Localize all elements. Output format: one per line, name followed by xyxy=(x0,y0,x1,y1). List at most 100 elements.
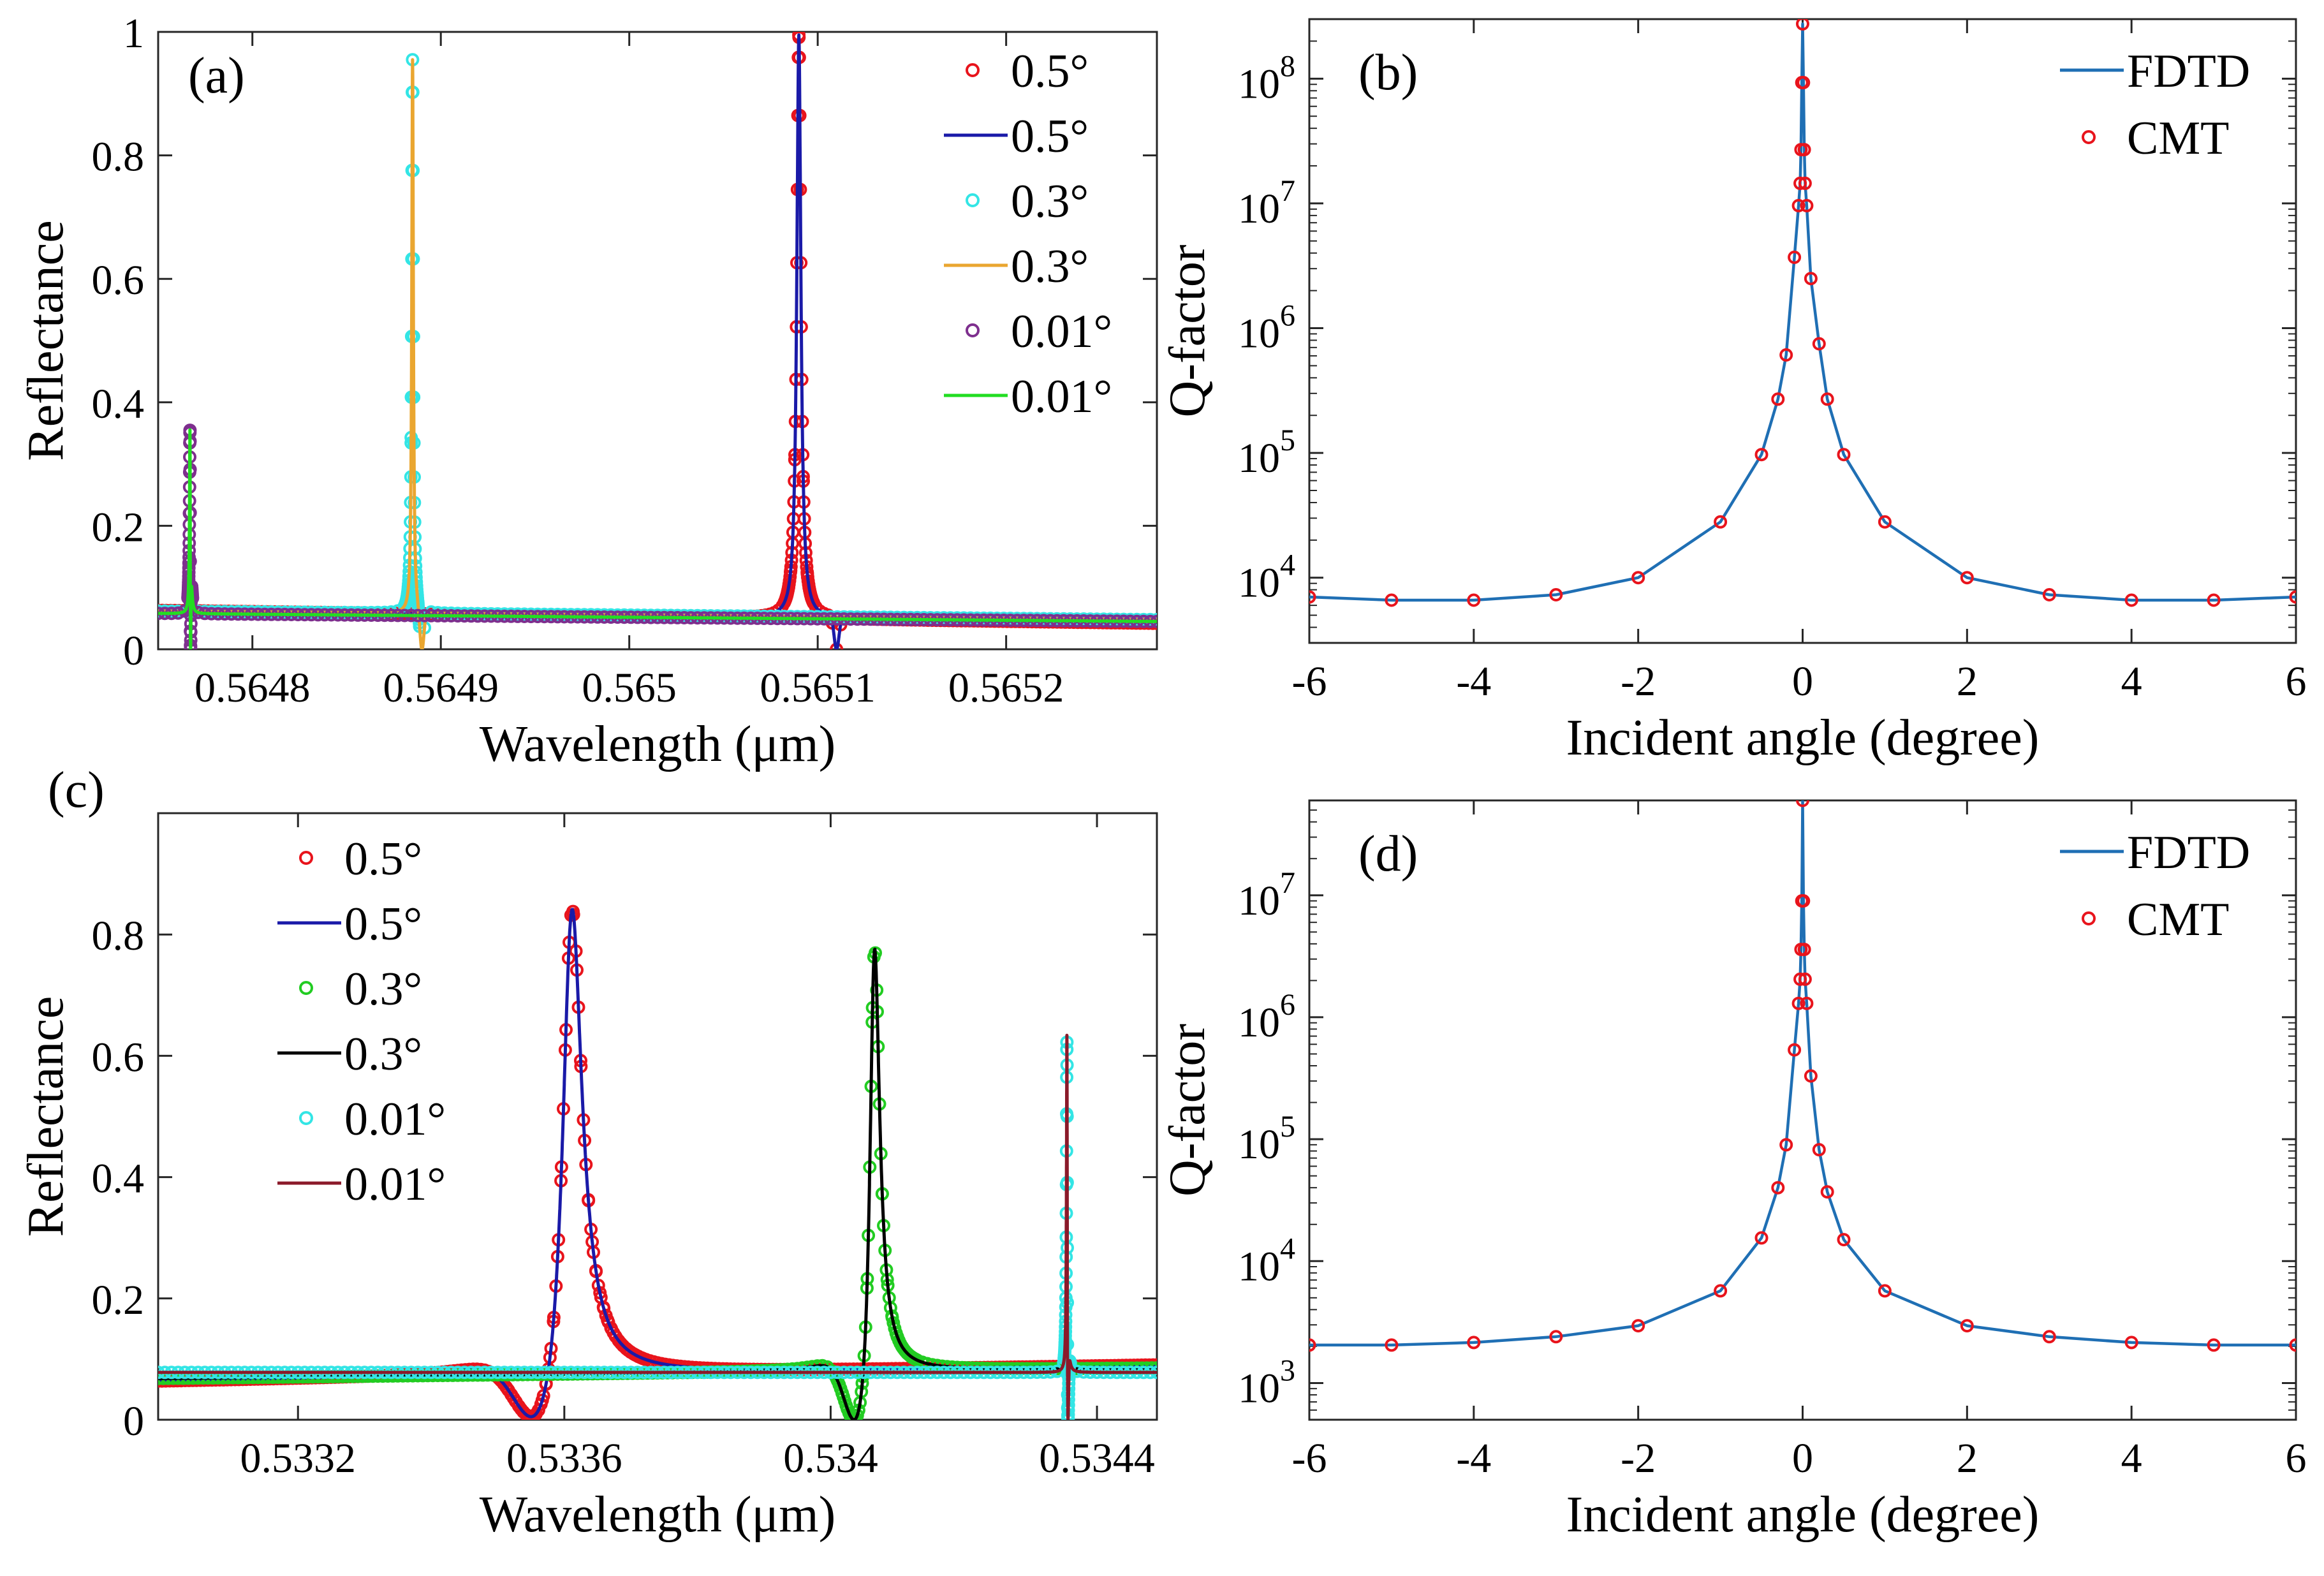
x-axis-label: Incident angle (degree) xyxy=(1566,710,2040,766)
x-tick-label: 0.5336 xyxy=(506,1435,622,1482)
data-point xyxy=(2289,590,2296,604)
data-point xyxy=(2124,1336,2138,1350)
y-tick-label: 105 xyxy=(1238,423,1295,482)
series-3 xyxy=(158,58,1157,649)
y-axis-label: Q-factor xyxy=(1159,1024,1216,1197)
data-point xyxy=(1800,996,1814,1010)
x-tick-label: -6 xyxy=(1292,1435,1327,1482)
y-tick-mantissa: 10 xyxy=(1238,186,1280,232)
data-point xyxy=(1788,1043,1802,1057)
y-tick-mantissa: 10 xyxy=(1238,1121,1280,1168)
x-tick-label: 0.5652 xyxy=(948,665,1064,711)
x-tick-label: -4 xyxy=(1456,1435,1491,1482)
data-point xyxy=(1797,943,1811,957)
data-point xyxy=(1800,198,1814,212)
data-point xyxy=(1714,515,1728,529)
y-tick-mantissa: 10 xyxy=(1238,311,1280,357)
y-tick-label: 103 xyxy=(1238,1353,1295,1411)
legend: 0.5° 0.5° 0.3° 0.3° 0.01° 0.01° xyxy=(944,45,1112,423)
series-line xyxy=(158,1033,1157,1420)
x-axis-label: Wavelength (μm) xyxy=(480,716,835,772)
y-axis-label: Reflectance xyxy=(18,220,74,461)
y-tick-exponent: 8 xyxy=(1280,49,1295,83)
data-point xyxy=(1714,1284,1728,1298)
y-tick-label: 0.4 xyxy=(92,381,145,427)
data-point xyxy=(1837,1233,1851,1247)
legend: FDTD CMT xyxy=(2060,827,2250,946)
legend-label: 0.3° xyxy=(344,963,422,1015)
y-tick-mantissa: 10 xyxy=(1238,560,1280,607)
x-tick-label: 4 xyxy=(2121,658,2142,705)
data-point xyxy=(1754,448,1769,462)
y-tick-label: 0 xyxy=(123,1398,144,1445)
x-axis-label: Wavelength (μm) xyxy=(480,1487,835,1543)
series-line xyxy=(158,58,1157,649)
y-tick-label: 0.6 xyxy=(92,1034,145,1080)
x-tick-label: -6 xyxy=(1292,658,1327,705)
data-point xyxy=(1796,800,1809,807)
data-point xyxy=(1467,593,1481,607)
data-point xyxy=(1796,19,1809,31)
data-point xyxy=(1631,1319,1645,1333)
y-tick-exponent: 4 xyxy=(1280,1232,1295,1265)
data-point xyxy=(1797,894,1811,908)
data-point xyxy=(1878,1284,1892,1298)
legend-label: 0.01° xyxy=(344,1093,446,1145)
data-point xyxy=(1837,448,1851,462)
series-5 xyxy=(158,428,1157,649)
data-point xyxy=(1798,176,1812,190)
legend: FDTD CMT xyxy=(2060,45,2250,165)
x-tick-label: 0.5648 xyxy=(195,665,311,711)
legend-label: 0.3° xyxy=(1011,175,1089,228)
data-point xyxy=(1798,972,1812,986)
series-line xyxy=(158,33,1157,649)
y-tick-label: 0.4 xyxy=(92,1156,145,1202)
series-1 xyxy=(1309,19,2296,607)
series-2 xyxy=(158,946,1157,1420)
data-point xyxy=(1309,1338,1316,1352)
y-tick-label: 0.8 xyxy=(92,134,145,180)
data-point xyxy=(1812,337,1826,351)
legend-label: FDTD xyxy=(2127,45,2250,98)
data-point xyxy=(1797,76,1811,89)
x-tick-label: 0.5649 xyxy=(383,665,499,711)
legend-swatch-marker xyxy=(299,851,313,865)
data-point xyxy=(2124,593,2138,607)
axes-box xyxy=(157,812,1158,1421)
data-point xyxy=(1960,1319,1974,1333)
data-point xyxy=(1309,590,1316,604)
data-point xyxy=(1812,1143,1826,1157)
legend-label: 0.3° xyxy=(1011,240,1089,293)
legend-label: 0.3° xyxy=(344,1028,422,1080)
legend-label: FDTD xyxy=(2127,827,2250,879)
x-tick-label: 0 xyxy=(1792,1435,1813,1482)
legend: 0.5° 0.5° 0.3° 0.3° 0.01° 0.01° xyxy=(277,833,446,1211)
x-tick-label: -4 xyxy=(1456,658,1491,705)
data-point xyxy=(1788,250,1802,264)
y-tick-exponent: 7 xyxy=(1280,174,1295,208)
legend-swatch-marker xyxy=(966,323,980,337)
data-point xyxy=(1878,515,1892,529)
y-tick-exponent: 6 xyxy=(1280,299,1295,333)
legend-label: 0.5° xyxy=(1011,110,1089,163)
axes-box xyxy=(157,31,1158,651)
y-tick-exponent: 3 xyxy=(1280,1353,1295,1387)
legend-label: 0.5° xyxy=(344,898,422,950)
plot-area xyxy=(158,32,1157,649)
y-tick-label: 104 xyxy=(1238,549,1295,607)
panel-c-reflectance-chart: 0.5332 0.5336 0.534 0.5344 0 0.2 0.4 0.6 0.8 Wave… xyxy=(18,762,1158,1543)
x-tick-label: 0.534 xyxy=(783,1435,878,1482)
data-point xyxy=(1467,1336,1481,1350)
legend-label: 0.01° xyxy=(1011,371,1112,423)
series-0 xyxy=(1309,22,2296,602)
data-point xyxy=(1549,1330,1563,1344)
data-point xyxy=(807,596,821,610)
series-1 xyxy=(158,908,1157,1418)
legend-label: CMT xyxy=(2127,894,2229,946)
legend-swatch-marker xyxy=(966,193,980,207)
panel-label: (a) xyxy=(188,48,245,104)
y-tick-mantissa: 10 xyxy=(1238,999,1280,1046)
x-tick-label: 6 xyxy=(2286,1435,2307,1482)
x-tick-label: 4 xyxy=(2121,1435,2142,1482)
